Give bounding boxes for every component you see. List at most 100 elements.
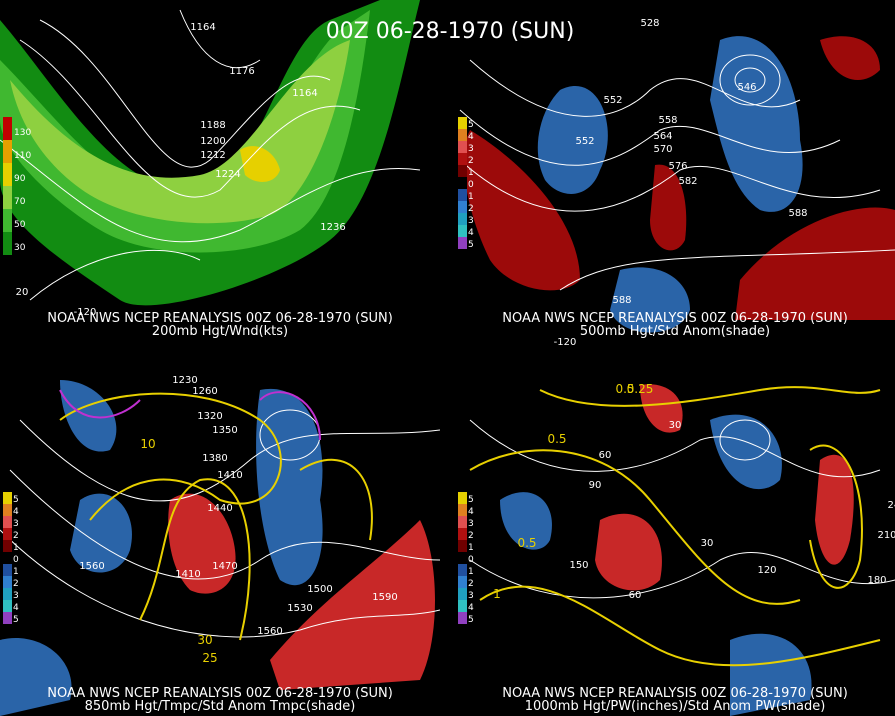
temp-contour (299, 458, 373, 541)
legend-label: 2 (13, 531, 19, 541)
anomaly-shade (500, 492, 552, 550)
contour-label: 570 (653, 144, 672, 155)
legend-swatch (458, 492, 467, 504)
anomaly-shade (256, 388, 323, 586)
contour (0, 529, 440, 638)
legend-label: 1 (468, 567, 474, 577)
legend-swatch (458, 612, 467, 624)
contour-label: 546 (737, 82, 756, 93)
contour-label: 25 (202, 651, 217, 665)
contour-label: 1224 (215, 169, 240, 180)
contour-label: 1212 (200, 150, 225, 161)
anomaly-shade (595, 513, 662, 591)
legend-label: 110 (14, 151, 31, 161)
legend-swatch (3, 186, 12, 209)
contour (179, 9, 261, 69)
panel-caption: NOAA NWS NCEP REANALYSIS 00Z 06-28-1970 … (502, 686, 848, 701)
legend-label: 5 (468, 495, 474, 505)
legend-swatch (3, 540, 12, 552)
legend-swatch (3, 140, 12, 163)
legend-swatch (3, 492, 12, 504)
anomaly-shade (537, 86, 608, 194)
contour (459, 159, 881, 212)
contour-label: 1410 (175, 569, 200, 580)
panel-subcaption: 1000mb Hgt/PW(inches)/Std Anom PW(shade) (525, 699, 826, 714)
anomaly-shade (815, 454, 854, 565)
contour-label: 0.5 (517, 536, 536, 550)
legend-swatch (458, 189, 467, 201)
panel-850mb (0, 380, 440, 716)
legend-swatch (458, 540, 467, 552)
temp-contour (139, 478, 251, 641)
legend-swatch (458, 225, 467, 237)
contour-label: 576 (668, 161, 687, 172)
contour-label: 582 (678, 176, 697, 187)
contour-label: 1380 (202, 453, 227, 464)
legend-label: 4 (468, 507, 474, 517)
anomaly-shade (463, 130, 580, 291)
pw-contour (469, 449, 801, 605)
legend-swatch (3, 163, 12, 186)
contour-label: 1200 (200, 136, 225, 147)
contour-label: 1164 (190, 22, 215, 33)
contour (734, 67, 766, 93)
contour-label: 1440 (207, 503, 232, 514)
contour-label: 1350 (212, 425, 237, 436)
legend-swatch (458, 213, 467, 225)
contour-label: -120 (554, 337, 577, 348)
legend-label: 1 (13, 567, 19, 577)
contour (469, 59, 801, 117)
contour (39, 19, 331, 168)
legend-label: 4 (13, 507, 19, 517)
legend-swatch (458, 576, 467, 588)
anomaly-shade (0, 638, 72, 716)
legend-label: 4 (468, 603, 474, 613)
contour (459, 109, 841, 166)
contour (469, 551, 895, 599)
legend-label: 3 (13, 519, 19, 529)
anomaly-shade (610, 267, 690, 333)
contour-label: 20 (16, 287, 29, 298)
contour-label: 30 (701, 538, 714, 549)
legend-swatch (3, 564, 12, 576)
contour-label: 1176 (229, 66, 254, 77)
contour-label: 1590 (372, 592, 397, 603)
contour (719, 54, 781, 106)
wind-shade (240, 146, 280, 182)
anomaly-shade (710, 36, 803, 212)
legend-label: 1 (468, 543, 474, 553)
panel-subcaption: 200mb Hgt/Wnd(kts) (152, 324, 288, 339)
legend-swatch (3, 612, 12, 624)
legend-label: 5 (468, 240, 474, 250)
contour-label: 552 (603, 95, 622, 106)
legend-label: 5 (13, 615, 19, 625)
legend-label: 4 (468, 132, 474, 142)
panel-subcaption: 500mb Hgt/Std Anom(shade) (580, 324, 770, 339)
panel-1000mb (469, 384, 895, 716)
anomaly-shade (270, 520, 435, 690)
anomaly-shade (730, 633, 812, 716)
legend-label: 90 (14, 174, 26, 184)
legend-swatch (3, 232, 12, 255)
legend-swatch (3, 504, 12, 516)
legend-swatch (458, 528, 467, 540)
legend-swatch (458, 201, 467, 213)
contour-label: 1500 (307, 584, 332, 595)
legend-swatch (3, 552, 12, 564)
contour-label: 1 (493, 587, 501, 601)
legend-swatch (3, 516, 12, 528)
pw-contour (809, 444, 863, 589)
anomaly-shade (640, 384, 683, 433)
legend-swatch (458, 564, 467, 576)
legend-swatch (458, 552, 467, 564)
legend-label: 3 (13, 591, 19, 601)
temp-contour (59, 389, 321, 441)
anomaly-shade (70, 493, 132, 573)
pw-contour (479, 585, 881, 667)
contour-label: 1560 (257, 626, 282, 637)
contour (19, 419, 440, 502)
legend-swatch (458, 117, 467, 129)
